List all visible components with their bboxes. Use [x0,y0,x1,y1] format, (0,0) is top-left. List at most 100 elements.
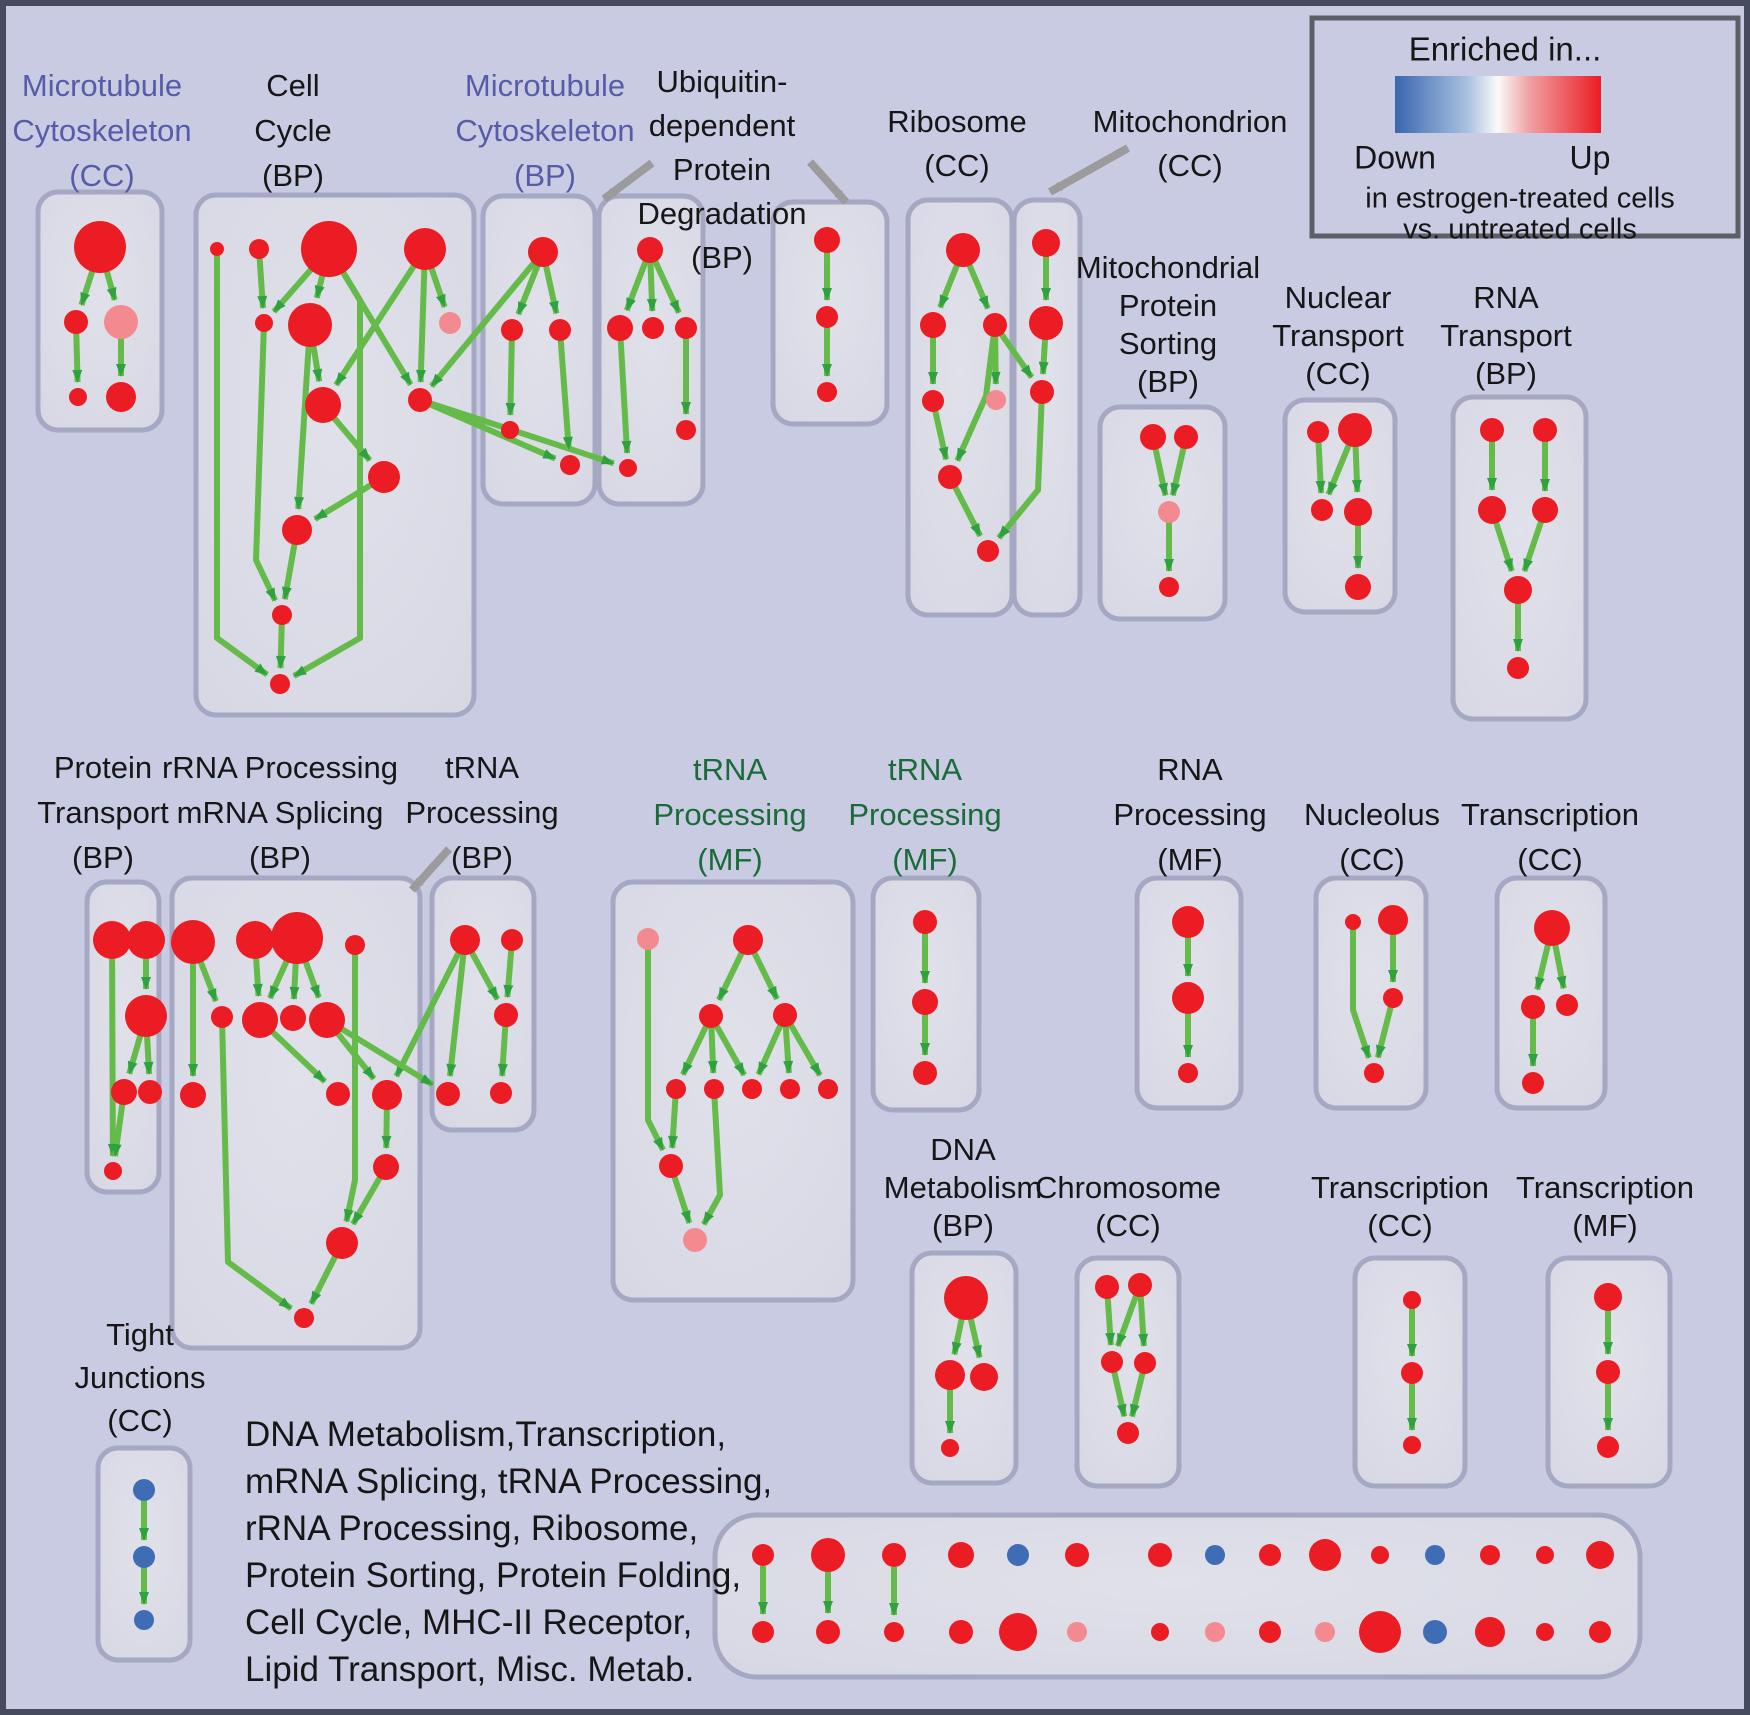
node-i4 [1345,574,1371,600]
node-d0 [637,237,663,263]
misc-pair-bottom-node-7 [1205,1622,1225,1642]
protein-transport-label: Protein Transport (BP) [37,750,169,875]
node-l12 [326,1227,358,1259]
edge-f2-f5 [954,324,998,462]
node-j5 [1507,657,1529,679]
node-b9 [368,461,400,493]
misc-pair-top-node-10 [1371,1546,1389,1564]
edge-n0-n9 [645,939,666,1152]
node-b1 [249,239,269,259]
transcription-cc-box-1 [1494,875,1608,1111]
ubiquitin-pointer-right-icon [807,159,849,205]
node-s1 [935,1360,965,1390]
edge-c1-c3 [505,329,516,416]
trna-bp-label: tRNA Processing (BP) [405,750,558,875]
node-h0 [1140,424,1166,450]
misc-pair-top-node-1 [811,1538,845,1572]
edge-l3-l12 [343,945,358,1223]
misc-pair-bottom-node-1 [816,1620,840,1644]
nuclear-transport-box [1282,397,1398,615]
transcription-cc-label-2: Transcription (CC) [1311,1170,1489,1243]
edge-l4-l13 [219,1016,293,1311]
node-r2 [1556,994,1578,1016]
node-j4 [1504,576,1532,604]
node-v0 [1594,1283,1622,1311]
node-b11 [272,605,292,625]
nuclear-transport-label: Nuclear Transport (CC) [1272,280,1404,391]
node-r1 [1521,995,1545,1019]
edge-d1-d4 [617,327,632,454]
node-r0 [1534,910,1570,946]
node-g1 [1029,306,1063,340]
node-l9 [326,1082,350,1106]
misc-pair-top-node-14 [1586,1541,1614,1569]
misc-pair-top-node-0 [752,1544,774,1566]
edge-l7-m3 [325,1017,435,1088]
node-q0 [1345,914,1361,930]
node-j2 [1478,496,1506,524]
node-v1 [1596,1360,1620,1384]
node-a4 [106,382,136,412]
node-b6 [439,312,461,334]
node-k2 [125,995,167,1037]
node-n9 [659,1154,683,1178]
legend-subtitle-line1: in estrogen-treated cells [1365,183,1675,215]
misc-pair-top-node-11 [1425,1545,1445,1565]
transcription-cc-label-1: Transcription (CC) [1461,797,1639,877]
node-f5 [938,465,962,489]
node-l1 [236,921,274,959]
misc-pair-top-node-4 [1007,1544,1029,1566]
misc-clusters-text: DNA Metabolism,Transcription, mRNA Splici… [245,1415,772,1689]
node-d5 [676,420,696,440]
node-n10 [683,1228,707,1252]
node-j0 [1480,418,1504,442]
legend-gradient-bar [1395,76,1601,133]
edge-b0-b12 [214,249,269,678]
microtubule-bp-label: Microtubule Cytoskeleton (BP) [455,68,634,193]
node-d1 [607,315,633,341]
node-s3 [941,1439,959,1457]
edge-q2-q3 [1374,997,1396,1059]
mitochondrion-box [1011,197,1083,618]
ribosome-label: Ribosome (CC) [887,104,1027,183]
rrna-mrna-label: rRNA Processing mRNA Splicing (BP) [162,750,398,875]
node-f3 [922,390,944,412]
edge-b2-b12 [292,247,363,679]
misc-pair-top-node-7 [1205,1545,1225,1565]
trna-mf-box-1 [610,879,856,1303]
node-l4 [211,1006,233,1028]
misc-pair-top-node-6 [1148,1543,1172,1567]
misc-pair-bottom-node-14 [1589,1621,1611,1643]
misc-pair-bottom-node-13 [1536,1623,1554,1641]
node-c0 [528,237,558,267]
node-c3 [501,421,519,439]
node-n0 [637,928,659,950]
protein-transport-box [84,879,162,1195]
misc-pair-top-node-12 [1480,1545,1500,1565]
node-n3 [773,1003,797,1027]
node-q3 [1364,1063,1384,1083]
node-n5 [704,1079,724,1099]
misc-cluster-box [712,1512,1643,1680]
misc-pair-bottom-node-0 [752,1621,774,1643]
node-m0 [450,925,480,955]
node-e0 [814,227,840,253]
node-l6 [280,1005,306,1031]
chromosome-label: Chromosome (CC) [1035,1170,1221,1243]
legend-subtitle-line2: vs. untreated cells [1403,214,1637,246]
node-m2 [494,1003,518,1027]
node-a3 [69,388,87,406]
edge-c0-b8 [429,250,546,389]
node-n2 [699,1004,723,1028]
node-l11 [373,1154,399,1180]
node-j1 [1533,418,1557,442]
node-t3 [1134,1352,1156,1374]
node-g0 [1032,229,1060,257]
node-b12 [270,674,290,694]
node-d4 [619,459,637,477]
node-l0 [171,920,215,964]
node-t0 [1095,1275,1119,1299]
node-n4 [666,1079,686,1099]
edge-b3-b7 [333,247,428,387]
node-f6 [977,540,999,562]
